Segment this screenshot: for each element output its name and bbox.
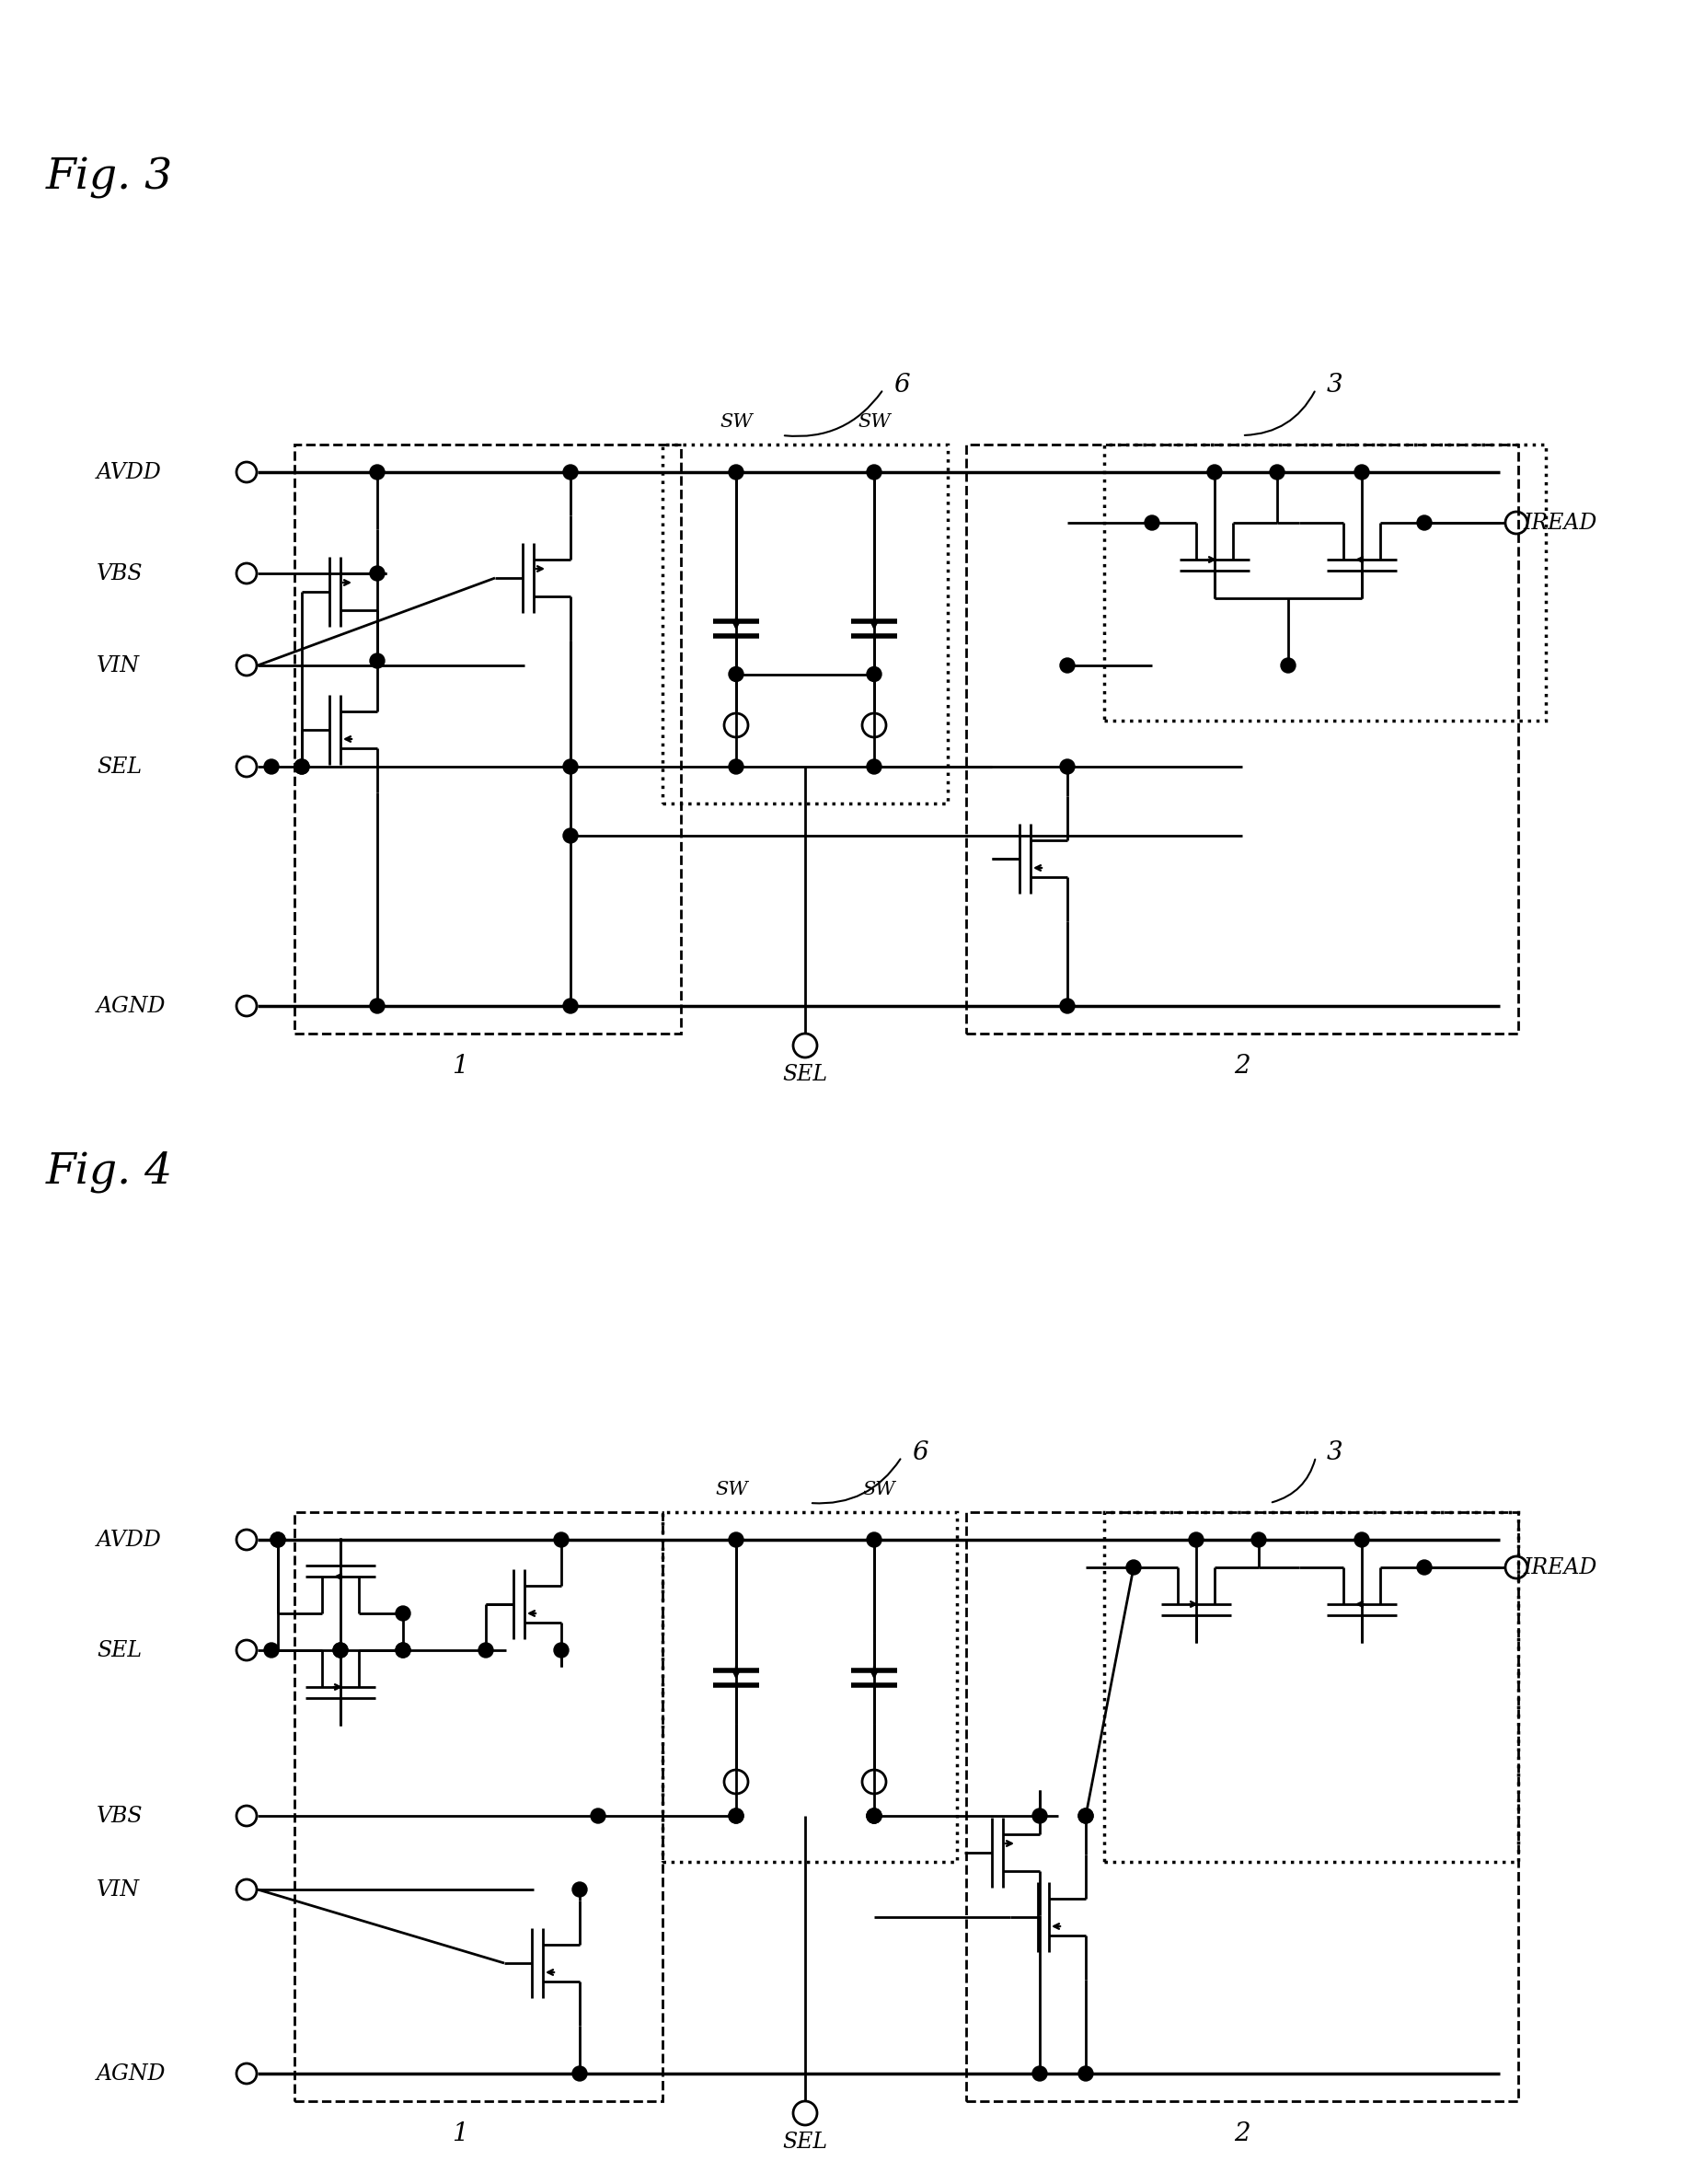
- Circle shape: [264, 1642, 280, 1658]
- Text: VBS: VBS: [97, 1806, 143, 1826]
- Text: VIN: VIN: [97, 1878, 140, 1900]
- Circle shape: [1417, 1559, 1432, 1575]
- Circle shape: [1251, 1533, 1267, 1546]
- Text: 3: 3: [1326, 371, 1342, 397]
- Circle shape: [1061, 657, 1074, 673]
- Circle shape: [728, 465, 743, 480]
- Circle shape: [866, 1808, 881, 1824]
- Circle shape: [271, 1533, 285, 1546]
- Text: 6: 6: [893, 371, 910, 397]
- Text: SW: SW: [858, 413, 890, 430]
- Text: SEL: SEL: [783, 1064, 827, 1085]
- Circle shape: [370, 998, 385, 1013]
- Circle shape: [1033, 1808, 1047, 1824]
- Circle shape: [332, 1642, 348, 1658]
- Bar: [1105, 1511, 1517, 1863]
- Text: SW: SW: [714, 1481, 748, 1498]
- Circle shape: [573, 2066, 587, 2081]
- Circle shape: [563, 828, 578, 843]
- Text: SEL: SEL: [783, 2132, 827, 2153]
- Circle shape: [396, 1642, 411, 1658]
- Circle shape: [295, 760, 309, 773]
- Circle shape: [866, 1533, 881, 1546]
- Text: Fig. 4: Fig. 4: [46, 1151, 174, 1192]
- Circle shape: [370, 653, 385, 668]
- Text: 1: 1: [452, 1053, 469, 1079]
- Circle shape: [1078, 2066, 1093, 2081]
- Circle shape: [563, 760, 578, 773]
- Circle shape: [332, 1642, 348, 1658]
- Circle shape: [866, 666, 881, 681]
- Circle shape: [396, 1642, 411, 1658]
- Circle shape: [1033, 2066, 1047, 2081]
- Text: SW: SW: [863, 1481, 895, 1498]
- Circle shape: [1417, 515, 1432, 531]
- Circle shape: [264, 760, 280, 773]
- Circle shape: [590, 1808, 605, 1824]
- Circle shape: [728, 666, 743, 681]
- Text: AGND: AGND: [97, 996, 165, 1016]
- Circle shape: [1144, 515, 1159, 531]
- Circle shape: [728, 1808, 743, 1824]
- Circle shape: [1078, 1808, 1093, 1824]
- Circle shape: [1061, 760, 1074, 773]
- Circle shape: [866, 465, 881, 480]
- Text: AGND: AGND: [97, 2064, 165, 2084]
- Circle shape: [1207, 465, 1222, 480]
- Circle shape: [728, 1533, 743, 1546]
- Text: AVDD: AVDD: [97, 1529, 162, 1551]
- Text: 2: 2: [1234, 1053, 1250, 1079]
- Circle shape: [554, 1533, 569, 1546]
- Circle shape: [1354, 1533, 1369, 1546]
- Bar: [295, 446, 680, 1033]
- Bar: [967, 1511, 1517, 2101]
- Text: SEL: SEL: [97, 756, 142, 778]
- Circle shape: [1280, 657, 1296, 673]
- Circle shape: [728, 760, 743, 773]
- Bar: [1105, 446, 1546, 721]
- Circle shape: [1270, 465, 1284, 480]
- Text: SW: SW: [720, 413, 752, 430]
- Circle shape: [370, 465, 385, 480]
- Text: 6: 6: [912, 1439, 928, 1465]
- Text: SEL: SEL: [97, 1640, 142, 1660]
- Text: IREAD: IREAD: [1523, 513, 1598, 533]
- Circle shape: [479, 1642, 493, 1658]
- Text: Fig. 3: Fig. 3: [46, 157, 174, 199]
- Circle shape: [866, 1808, 881, 1824]
- Circle shape: [728, 1808, 743, 1824]
- Circle shape: [554, 1642, 569, 1658]
- Circle shape: [370, 566, 385, 581]
- Circle shape: [271, 1533, 285, 1546]
- Circle shape: [1078, 1808, 1093, 1824]
- Circle shape: [563, 465, 578, 480]
- Circle shape: [1188, 1533, 1204, 1546]
- Circle shape: [1061, 998, 1074, 1013]
- Circle shape: [1127, 1559, 1141, 1575]
- Bar: [295, 1511, 663, 2101]
- Text: AVDD: AVDD: [97, 461, 162, 483]
- Text: IREAD: IREAD: [1523, 1557, 1598, 1579]
- Circle shape: [866, 760, 881, 773]
- Text: VBS: VBS: [97, 563, 143, 583]
- Circle shape: [573, 1883, 587, 1898]
- Text: 2: 2: [1234, 2121, 1250, 2147]
- Bar: [663, 446, 948, 804]
- Circle shape: [563, 998, 578, 1013]
- Circle shape: [866, 1808, 881, 1824]
- Bar: [663, 1511, 957, 1863]
- Circle shape: [295, 760, 309, 773]
- Circle shape: [1354, 465, 1369, 480]
- Text: 3: 3: [1326, 1439, 1342, 1465]
- Text: VIN: VIN: [97, 655, 140, 677]
- Bar: [967, 446, 1517, 1033]
- Text: 1: 1: [452, 2121, 469, 2147]
- Circle shape: [396, 1605, 411, 1621]
